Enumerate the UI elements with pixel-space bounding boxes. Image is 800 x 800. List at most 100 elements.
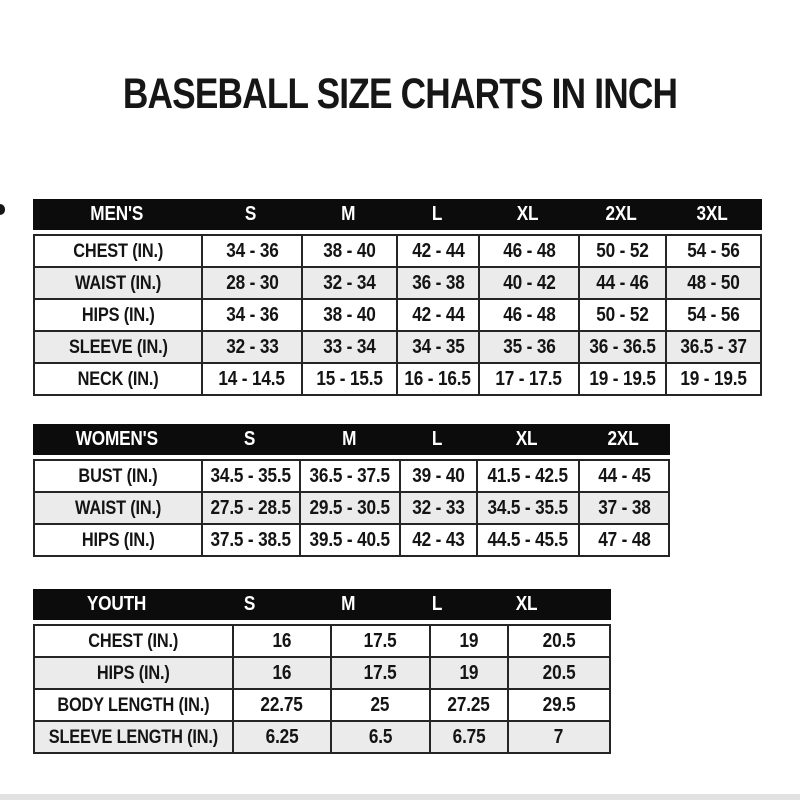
cell-text: 34.5 - 35.5	[487, 496, 569, 519]
size-value: 36 - 36.5	[578, 330, 667, 364]
size-value: 19 - 19.5	[665, 362, 762, 396]
size-value: 6.75	[428, 720, 509, 754]
cell-text: 28 - 30	[225, 271, 279, 294]
size-value: 16	[231, 656, 332, 690]
cell-text: HIPS (IN.)	[81, 529, 155, 551]
header-label: L	[431, 593, 443, 615]
cell-text: 33 - 34	[323, 335, 376, 358]
row-label-bust-in: BUST (IN.)	[33, 459, 203, 493]
size-value: 47 - 48	[578, 523, 670, 557]
cell-text: WAIST (IN.)	[74, 497, 162, 519]
size-value: 15 - 15.5	[301, 362, 398, 396]
womens-size-table: WOMEN'S S M L XL 2XL BUST (IN.) 34.5 - 35.5 36.…	[33, 424, 670, 557]
cell-text: 48 - 50	[687, 271, 740, 294]
size-value: 17.5	[329, 656, 431, 690]
header-label: M	[341, 203, 356, 225]
column-header-xl: XL	[476, 589, 578, 620]
womens-table-header-bar: WOMEN'S S M L XL 2XL	[33, 424, 670, 455]
youth-size-grid: CHEST (IN.) 16 17.5 19 20.5 HIPS (IN.) 16 17.5 1…	[33, 624, 611, 754]
cell-text: 46 - 48	[502, 239, 556, 262]
column-header-m: M	[299, 424, 399, 455]
header-divider	[33, 230, 762, 234]
size-value: 34 - 36	[201, 298, 303, 332]
cell-text: 42 - 44	[411, 239, 465, 262]
page-title: BASEBALL SIZE CHARTS IN INCH	[122, 70, 678, 118]
size-value: 50 - 52	[578, 298, 667, 332]
table-row: WAIST (IN.) 27.5 - 28.5 29.5 - 30.5 32 - 33…	[33, 491, 670, 525]
header-divider	[33, 620, 611, 624]
column-header-3xl: 3XL	[665, 199, 760, 230]
header-label: L	[431, 203, 443, 225]
cell-text: 27.25	[447, 693, 490, 716]
size-value: 34.5 - 35.5	[201, 459, 301, 493]
cell-text: SLEEVE LENGTH (IN.)	[48, 726, 219, 748]
cell-text: 32 - 33	[225, 335, 279, 358]
cell-text: 36.5 - 37.5	[309, 464, 391, 487]
size-value: 41.5 - 42.5	[476, 459, 580, 493]
header-label: MEN'S	[90, 203, 144, 225]
header-label: M	[341, 593, 356, 615]
size-value: 36.5 - 37	[665, 330, 762, 364]
cell-text: 34 - 36	[225, 239, 279, 262]
cell-text: 36 - 36.5	[589, 335, 656, 358]
cell-text: 29.5 - 30.5	[309, 496, 391, 519]
table-row: CHEST (IN.) 16 17.5 19 20.5	[33, 624, 611, 658]
table-title-youth: YOUTH	[33, 589, 201, 620]
size-value: 44.5 - 45.5	[476, 523, 580, 557]
cell-text: 32 - 33	[412, 496, 465, 519]
size-value: 32 - 34	[301, 266, 398, 300]
cell-text: 38 - 40	[323, 239, 376, 262]
size-value: 36.5 - 37.5	[299, 459, 401, 493]
cell-text: 16 - 16.5	[404, 367, 472, 390]
cell-text: 41.5 - 42.5	[487, 464, 569, 487]
header-label: WOMEN'S	[75, 428, 159, 450]
scan-edge-strip	[0, 794, 800, 800]
cell-text: 34 - 35	[411, 335, 465, 358]
cell-text: 14 - 14.5	[218, 367, 286, 390]
scan-artifact	[0, 204, 5, 215]
size-value: 6.5	[329, 720, 431, 754]
cell-text: 44 - 45	[597, 464, 651, 487]
size-value: 7	[506, 720, 611, 754]
column-header-l: L	[398, 589, 476, 620]
cell-text: 42 - 43	[412, 528, 465, 551]
size-value: 39.5 - 40.5	[299, 523, 401, 557]
table-title-men-s: MEN'S	[33, 199, 201, 230]
cell-text: 34 - 36	[225, 303, 279, 326]
cell-text: 22.75	[260, 693, 303, 716]
header-label: XL	[517, 203, 539, 225]
size-value: 54 - 56	[665, 298, 762, 332]
row-label-sleeve-in: SLEEVE (IN.)	[33, 330, 203, 364]
cell-text: WAIST (IN.)	[74, 272, 162, 294]
size-value: 14 - 14.5	[201, 362, 303, 396]
cell-text: 36.5 - 37	[680, 335, 747, 358]
size-value: 20.5	[506, 624, 611, 658]
size-value: 16 - 16.5	[396, 362, 480, 396]
header-label: 2XL	[605, 203, 638, 225]
size-value: 44 - 46	[578, 266, 667, 300]
header-divider	[33, 455, 670, 459]
size-value: 46 - 48	[478, 234, 580, 268]
cell-text: CHEST (IN.)	[88, 630, 179, 652]
column-header-l: L	[396, 199, 478, 230]
size-value: 29.5	[506, 688, 611, 722]
youth-size-table: YOUTH S M L XL CHEST (IN.) 16 17.5 19 20.5 HIPS (…	[33, 589, 611, 754]
size-value: 42 - 43	[399, 523, 478, 557]
header-label: M	[341, 428, 357, 450]
cell-text: 20.5	[542, 661, 576, 684]
cell-text: 38 - 40	[323, 303, 376, 326]
table-row: BUST (IN.) 34.5 - 35.5 36.5 - 37.5 39 - 40 4…	[33, 459, 670, 493]
size-value: 38 - 40	[301, 298, 398, 332]
size-value: 37.5 - 38.5	[201, 523, 301, 557]
column-header-2xl: 2XL	[578, 424, 668, 455]
size-value: 19	[428, 624, 509, 658]
header-label: 2XL	[607, 428, 639, 450]
size-value: 19	[428, 656, 509, 690]
table-title-women-s: WOMEN'S	[33, 424, 201, 455]
cell-text: 6.25	[265, 725, 299, 748]
header-label: YOUTH	[87, 593, 147, 615]
size-value: 48 - 50	[665, 266, 762, 300]
row-label-chest-in: CHEST (IN.)	[33, 624, 234, 658]
table-row: HIPS (IN.) 34 - 36 38 - 40 42 - 44 46 - 48 50…	[33, 298, 762, 332]
cell-text: 32 - 34	[323, 271, 376, 294]
